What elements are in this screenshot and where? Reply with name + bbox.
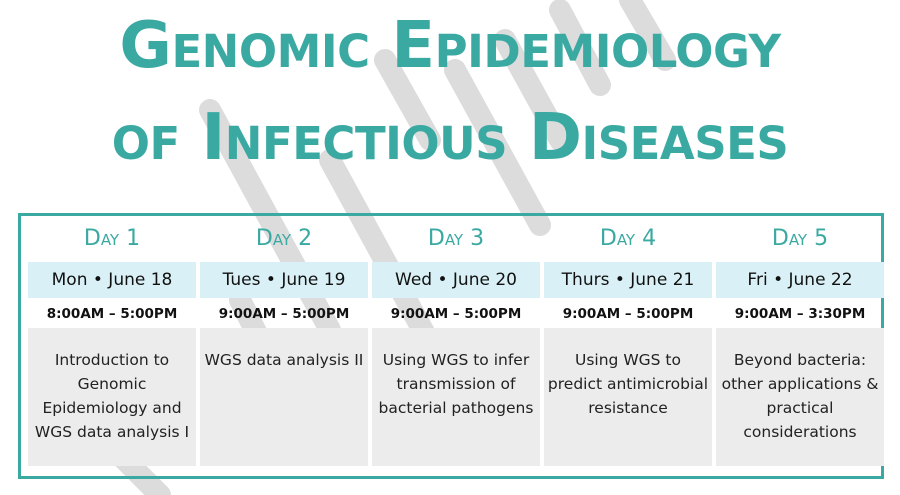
day-column-5: Day 5 Fri • June 22 9:00AM – 3:30PM Beyo… xyxy=(716,216,884,476)
page-title-line-1: Genomic Epidemiology xyxy=(119,9,781,83)
day-time: 8:00AM – 5:00PM xyxy=(46,306,178,322)
day-column-4: Day 4 Thurs • June 21 9:00AM – 5:00PM Us… xyxy=(544,216,712,476)
day-label: Day 5 xyxy=(771,226,829,251)
day-label: Day 1 xyxy=(83,226,141,251)
day-label: Day 3 xyxy=(427,226,485,251)
day-time: 9:00AM – 3:30PM xyxy=(734,306,866,322)
day-column-1: Day 1 Mon • June 18 8:00AM – 5:00PM Intr… xyxy=(28,216,196,476)
schedule-table: Day 1 Mon • June 18 8:00AM – 5:00PM Intr… xyxy=(18,213,884,479)
day-description: Using WGS to predict antimicrobial resis… xyxy=(544,328,712,466)
day-time: 9:00AM – 5:00PM xyxy=(390,306,522,322)
day-time: 9:00AM – 5:00PM xyxy=(218,306,350,322)
day-column-2: Day 2 Tues • June 19 9:00AM – 5:00PM WGS… xyxy=(200,216,368,476)
day-label: Day 4 xyxy=(599,226,657,251)
day-description: WGS data analysis II xyxy=(200,328,368,466)
day-date: Thurs • June 21 xyxy=(544,262,712,298)
day-column-3: Day 3 Wed • June 20 9:00AM – 5:00PM Usin… xyxy=(372,216,540,476)
day-date: Fri • June 22 xyxy=(716,262,884,298)
day-date: Tues • June 19 xyxy=(200,262,368,298)
day-date: Wed • June 20 xyxy=(372,262,540,298)
day-label: Day 2 xyxy=(255,226,313,251)
day-time: 9:00AM – 5:00PM xyxy=(562,306,694,322)
day-date: Mon • June 18 xyxy=(28,262,196,298)
day-description: Introduction to Genomic Epidemiology and… xyxy=(28,328,196,466)
page-title-line-2: of Infectious Diseases xyxy=(111,101,789,175)
day-description: Using WGS to infer transmission of bacte… xyxy=(372,328,540,466)
day-description: Beyond bacteria: other applications & pr… xyxy=(716,328,884,466)
